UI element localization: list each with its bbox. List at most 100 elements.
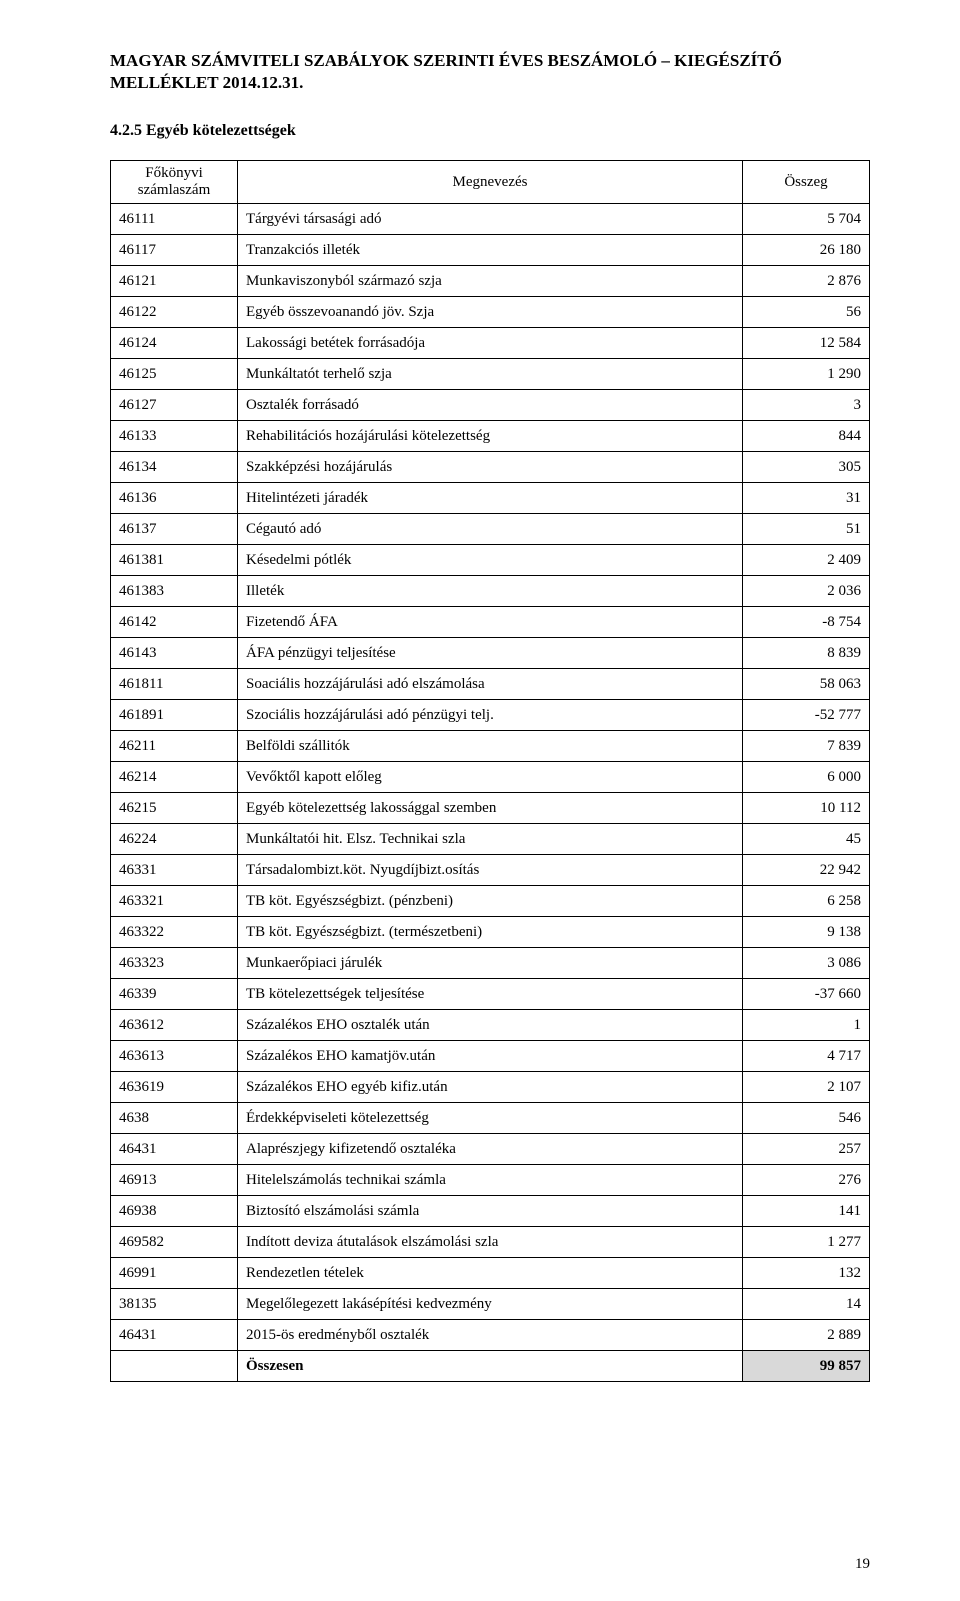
cell-name: Százalékos EHO kamatjöv.után: [238, 1041, 743, 1072]
cell-name: 2015-ös eredményből osztalék: [238, 1320, 743, 1351]
cell-name: Osztalék forrásadó: [238, 390, 743, 421]
cell-name: Biztosító elszámolási számla: [238, 1196, 743, 1227]
cell-name: Szociális hozzájárulási adó pénzügyi tel…: [238, 700, 743, 731]
cell-account: 463323: [111, 948, 238, 979]
table-row: 461811Soaciális hozzájárulási adó elszám…: [111, 669, 870, 700]
cell-account: 461891: [111, 700, 238, 731]
cell-amount: 26 180: [743, 235, 870, 266]
table-row: 46331Társadalombizt.köt. Nyugdíjbizt.osí…: [111, 855, 870, 886]
cell-account: 461811: [111, 669, 238, 700]
cell-amount: 9 138: [743, 917, 870, 948]
table-row: 463322TB köt. Egyészségbizt. (természetb…: [111, 917, 870, 948]
cell-name: Szakképzési hozájárulás: [238, 452, 743, 483]
cell-amount: 3: [743, 390, 870, 421]
cell-amount: 10 112: [743, 793, 870, 824]
cell-account: 46431: [111, 1134, 238, 1165]
cell-account: 46143: [111, 638, 238, 669]
cell-name: Munkaerőpiaci járulék: [238, 948, 743, 979]
cell-name: Munkáltatói hit. Elsz. Technikai szla: [238, 824, 743, 855]
cell-amount: 257: [743, 1134, 870, 1165]
cell-amount: 3 086: [743, 948, 870, 979]
table-row: 46339TB kötelezettségek teljesítése-37 6…: [111, 979, 870, 1010]
cell-amount: 6 000: [743, 762, 870, 793]
cell-account: 46121: [111, 266, 238, 297]
cell-account: 46938: [111, 1196, 238, 1227]
cell-amount: 132: [743, 1258, 870, 1289]
table-row: 46127Osztalék forrásadó3: [111, 390, 870, 421]
cell-account: 461383: [111, 576, 238, 607]
table-row: 461383Illeték2 036: [111, 576, 870, 607]
cell-account: 46124: [111, 328, 238, 359]
cell-amount: 51: [743, 514, 870, 545]
cell-name: Soaciális hozzájárulási adó elszámolása: [238, 669, 743, 700]
cell-account: 46117: [111, 235, 238, 266]
cell-amount: 1: [743, 1010, 870, 1041]
cell-name: Illeték: [238, 576, 743, 607]
col-account-header: Főkönyvi számlaszám: [111, 161, 238, 204]
table-row: 46133Rehabilitációs hozájárulási kötelez…: [111, 421, 870, 452]
table-row: 46143ÁFA pénzügyi teljesítése8 839: [111, 638, 870, 669]
table-row: 46122Egyéb összevoanandó jöv. Szja56: [111, 297, 870, 328]
table-row: 46134Szakképzési hozájárulás305: [111, 452, 870, 483]
cell-account: 46125: [111, 359, 238, 390]
cell-amount: 2 409: [743, 545, 870, 576]
table-row: 4638Érdekképviseleti kötelezettség546: [111, 1103, 870, 1134]
table-row: 46137Cégautó adó51: [111, 514, 870, 545]
cell-name: Tranzakciós illeték: [238, 235, 743, 266]
cell-account: 463322: [111, 917, 238, 948]
cell-account: 46431: [111, 1320, 238, 1351]
cell-name: ÁFA pénzügyi teljesítése: [238, 638, 743, 669]
table-row: 461381Késedelmi pótlék2 409: [111, 545, 870, 576]
cell-amount: 546: [743, 1103, 870, 1134]
table-row: 46215Egyéb kötelezettség lakossággal sze…: [111, 793, 870, 824]
cell-name: Hitelelszámolás technikai számla: [238, 1165, 743, 1196]
cell-name: Tárgyévi társasági adó: [238, 204, 743, 235]
cell-name: Cégautó adó: [238, 514, 743, 545]
table-row: 46211Belföldi szállitók7 839: [111, 731, 870, 762]
table-row: 46121Munkaviszonyból származó szja2 876: [111, 266, 870, 297]
cell-account: 4638: [111, 1103, 238, 1134]
cell-name: Indított deviza átutalások elszámolási s…: [238, 1227, 743, 1258]
cell-name: Belföldi szállitók: [238, 731, 743, 762]
page-number: 19: [855, 1556, 870, 1573]
cell-amount: 2 889: [743, 1320, 870, 1351]
cell-amount: 6 258: [743, 886, 870, 917]
table-total-row: Összesen99 857: [111, 1351, 870, 1382]
page: MAGYAR SZÁMVITELI SZABÁLYOK SZERINTI ÉVE…: [0, 0, 960, 1601]
table-row: 463613Százalékos EHO kamatjöv.után4 717: [111, 1041, 870, 1072]
cell-amount: -37 660: [743, 979, 870, 1010]
cell-account: 46136: [111, 483, 238, 514]
cell-amount: 276: [743, 1165, 870, 1196]
cell-name: Egyéb kötelezettség lakossággal szemben: [238, 793, 743, 824]
table-row: 464312015-ös eredményből osztalék2 889: [111, 1320, 870, 1351]
section-title: 4.2.5 Egyéb kötelezettségek: [110, 122, 870, 140]
cell-account: 46913: [111, 1165, 238, 1196]
cell-amount: 2 036: [743, 576, 870, 607]
cell-name: Százalékos EHO osztalék után: [238, 1010, 743, 1041]
table-row: 46111Tárgyévi társasági adó5 704: [111, 204, 870, 235]
cell-name: Fizetendő ÁFA: [238, 607, 743, 638]
cell-name: Társadalombizt.köt. Nyugdíjbizt.osítás: [238, 855, 743, 886]
cell-name: Egyéb összevoanandó jöv. Szja: [238, 297, 743, 328]
cell-amount: 31: [743, 483, 870, 514]
cell-name: Százalékos EHO egyéb kifiz.után: [238, 1072, 743, 1103]
cell-total-label: Összesen: [238, 1351, 743, 1382]
table-row: 463323Munkaerőpiaci járulék3 086: [111, 948, 870, 979]
cell-amount: 4 717: [743, 1041, 870, 1072]
table-row: 46117Tranzakciós illeték26 180: [111, 235, 870, 266]
cell-amount: 5 704: [743, 204, 870, 235]
cell-amount: -8 754: [743, 607, 870, 638]
table-row: 46991Rendezetlen tételek132: [111, 1258, 870, 1289]
table-row: 463619Százalékos EHO egyéb kifiz.után2 1…: [111, 1072, 870, 1103]
cell-name: Hitelintézeti járadék: [238, 483, 743, 514]
document-header: MAGYAR SZÁMVITELI SZABÁLYOK SZERINTI ÉVE…: [110, 50, 870, 94]
table-row: 46431Alaprészjegy kifizetendő osztaléka2…: [111, 1134, 870, 1165]
cell-account: 461381: [111, 545, 238, 576]
cell-amount: 22 942: [743, 855, 870, 886]
cell-amount: 2 876: [743, 266, 870, 297]
cell-name: Munkaviszonyból származó szja: [238, 266, 743, 297]
table-row: 46938Biztosító elszámolási számla141: [111, 1196, 870, 1227]
col-name-header: Megnevezés: [238, 161, 743, 204]
cell-amount: 45: [743, 824, 870, 855]
cell-name: Lakossági betétek forrásadója: [238, 328, 743, 359]
